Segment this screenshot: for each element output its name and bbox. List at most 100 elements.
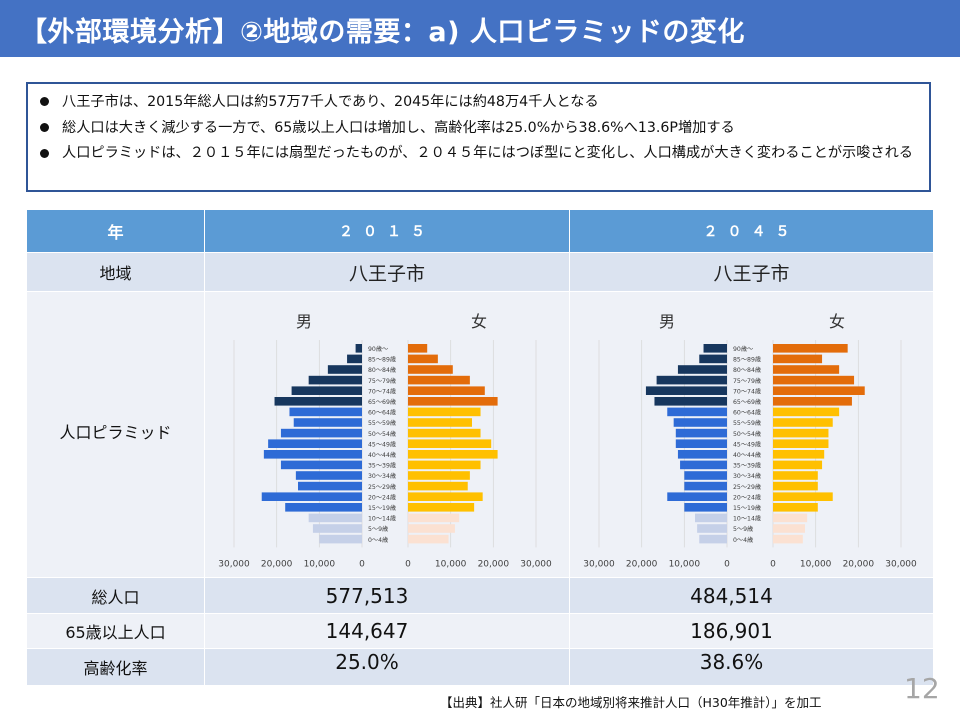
male-bar [667, 492, 727, 501]
table-header-year-label: 年 [27, 210, 204, 252]
age-label: 85～89歳 [368, 356, 396, 364]
age-label: 85～89歳 [733, 356, 761, 364]
x-tick-label: 10,000 [669, 559, 701, 569]
x-tick-label: 20,000 [626, 559, 658, 569]
male-bar [295, 471, 362, 480]
age-label: 90歳～ [368, 345, 388, 353]
total-2045: 484,514 [570, 578, 933, 613]
male-bar [285, 503, 362, 512]
pyramid-chart-2015: 0～4歳 5～9歳 10～14歳 15～19歳 20～24歳 25～29歳 30～34歳 35… [218, 340, 552, 569]
age-label: 90歳～ [733, 345, 753, 353]
x-tick-label: 30,000 [583, 559, 615, 569]
male-bar [684, 481, 727, 491]
x-tick-label: 10,000 [304, 559, 336, 569]
female-bar [408, 524, 455, 533]
male-bar [677, 365, 727, 374]
female-label-2045: 女 [829, 312, 846, 331]
female-bar [773, 439, 829, 448]
pyramid-cell-2015 [205, 292, 569, 577]
age-label: 30～34歳 [733, 472, 761, 480]
x-tick-label: 10,000 [800, 559, 832, 569]
female-label-2015: 女 [471, 312, 488, 331]
female-bar [773, 460, 823, 470]
male-bar [293, 418, 362, 427]
age-label: 75～79歳 [733, 377, 761, 385]
x-tick-label: 20,000 [843, 559, 875, 569]
male-bar [312, 524, 362, 533]
bullet-dot-icon [40, 123, 49, 132]
male-bar [268, 439, 362, 448]
x-tick-label: 30,000 [520, 559, 552, 569]
male-label-2015: 男 [296, 312, 313, 331]
elderly-2015: 144,647 [205, 614, 569, 648]
age-label: 65～69歳 [368, 398, 396, 406]
female-bar [773, 450, 825, 459]
male-bar [697, 524, 727, 533]
female-bar [773, 503, 818, 512]
male-bar [327, 365, 362, 374]
age-label: 5～9歳 [733, 525, 753, 533]
page-number: 12 [904, 672, 940, 705]
x-tick-label: 10,000 [435, 559, 467, 569]
female-bar [773, 365, 840, 374]
age-label: 30～34歳 [368, 472, 396, 480]
age-label: 45～49歳 [368, 440, 396, 448]
elderly-2045: 186,901 [570, 614, 933, 648]
female-bar [408, 397, 498, 406]
female-bar [408, 375, 470, 385]
male-bar [654, 397, 727, 406]
female-bar [408, 407, 481, 417]
x-tick-label: 0 [405, 559, 411, 569]
x-tick-label: 20,000 [261, 559, 293, 569]
male-bar [699, 354, 727, 364]
row-label-pyramid: 人口ピラミッド [27, 292, 204, 577]
male-bar [298, 481, 362, 491]
female-bar [773, 428, 829, 438]
x-tick-label: 0 [359, 559, 365, 569]
female-bar [773, 534, 803, 544]
male-bar [673, 418, 727, 427]
male-bar [280, 428, 362, 438]
age-label: 75～79歳 [368, 377, 396, 385]
age-label: 40～44歳 [368, 451, 396, 459]
male-bar [308, 375, 362, 385]
age-label: 60～64歳 [733, 409, 761, 417]
summary-box: 八王子市は、2015年総人口は約57万7千人であり、2045年には約48万4千人… [26, 82, 931, 192]
region-2015: 八王子市 [205, 253, 569, 291]
row-label-elderly: 65歳以上人口 [27, 614, 204, 648]
region-2045: 八王子市 [570, 253, 933, 291]
female-bar [773, 471, 818, 480]
aging-rate-2045: 38.6% [570, 649, 933, 685]
female-bar [408, 386, 485, 395]
age-label: 0～4歳 [368, 536, 388, 544]
age-label: 5～9歳 [368, 525, 388, 533]
female-bar [773, 375, 855, 385]
female-bar [773, 513, 808, 523]
bullet-dot-icon [40, 149, 49, 158]
female-bar [408, 513, 460, 523]
age-label: 15～19歳 [733, 504, 761, 512]
female-bar [408, 460, 481, 470]
x-tick-label: 30,000 [885, 559, 917, 569]
age-label: 15～19歳 [368, 504, 396, 512]
x-tick-label: 30,000 [218, 559, 250, 569]
male-bar [319, 534, 362, 544]
male-bar [695, 513, 727, 523]
female-bar [408, 481, 468, 491]
male-bar [684, 503, 727, 512]
male-label-2045: 男 [659, 312, 676, 331]
source-citation: 【出典】社人研「日本の地域別将来推計人口（H30年推計）」を加工 [440, 695, 822, 710]
age-label: 70～74歳 [733, 387, 761, 395]
bullet-dot-icon [40, 97, 49, 106]
male-bar [291, 386, 362, 395]
age-label: 65～69歳 [733, 398, 761, 406]
male-bar [263, 450, 362, 459]
age-label: 10～14歳 [368, 515, 396, 523]
male-bar [675, 428, 727, 438]
male-bar [684, 471, 727, 480]
male-bar [667, 407, 727, 417]
female-bar [408, 503, 475, 512]
female-bar [408, 450, 498, 459]
age-label: 25～29歳 [733, 483, 761, 491]
bullet-text: 人口ピラミッドは、２０１５年には扇型だったものが、２０４５年にはつぼ型にと変化し… [62, 145, 913, 161]
